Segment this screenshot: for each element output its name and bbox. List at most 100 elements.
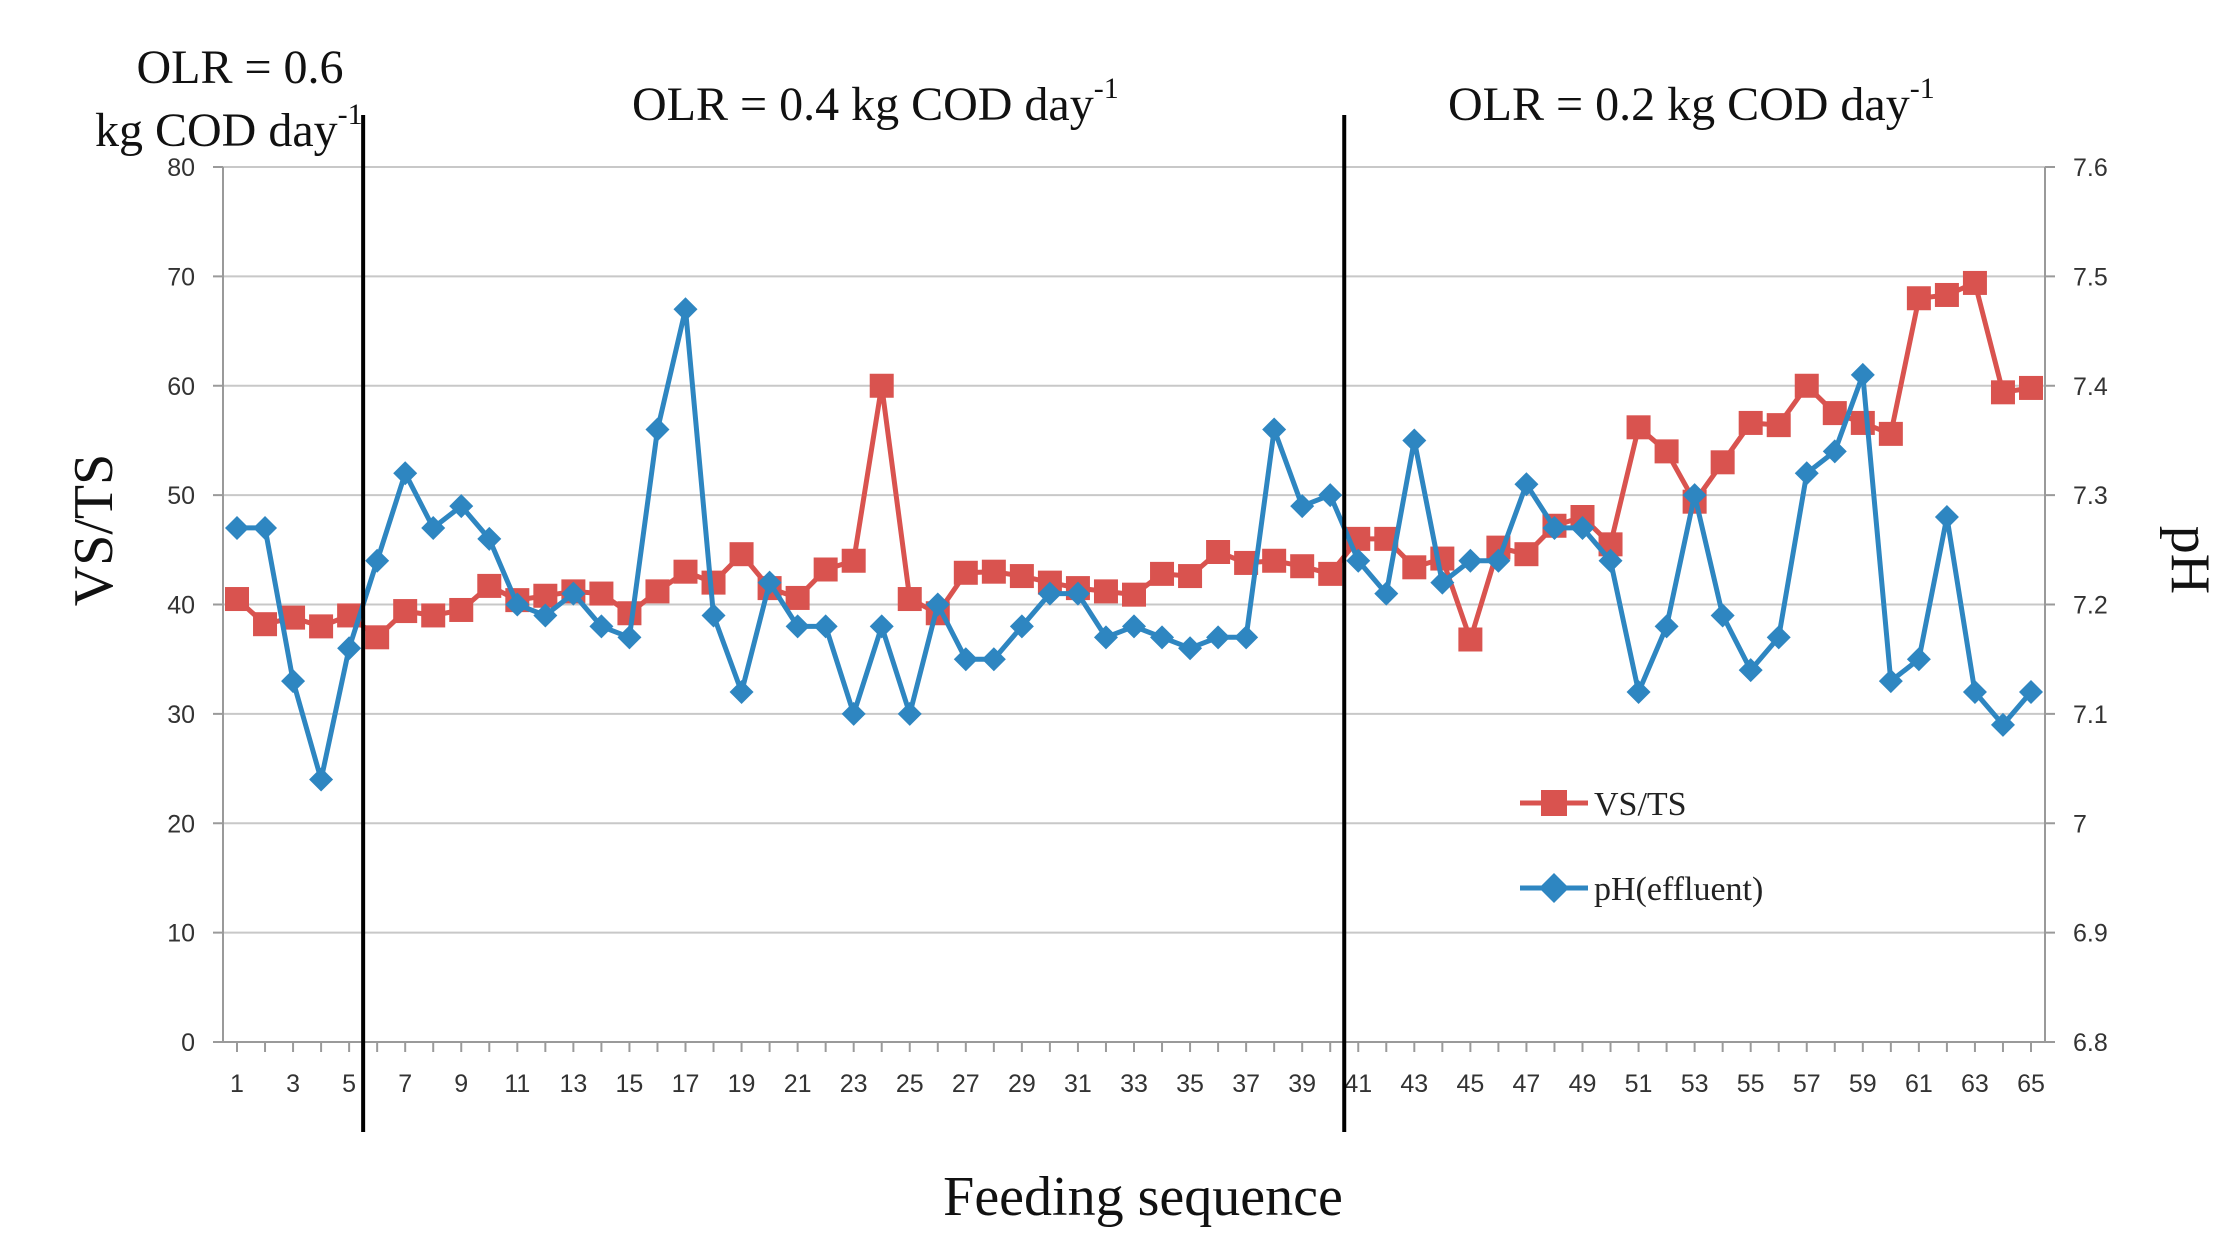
x-tick-label: 1 [230,1070,244,1098]
ph-point [561,581,586,606]
ph-point [1486,548,1511,573]
ph-point [1093,625,1118,650]
legend: VS/TS pH(effluent) [1520,786,1763,908]
vsts-point [1794,373,1819,398]
ph-point [1374,581,1399,606]
right-tick-label: 7.4 [2073,373,2108,401]
ph-point [981,647,1006,672]
vsts-point [1178,564,1203,589]
ph-point [1878,669,1903,694]
x-tick-label: 45 [1456,1070,1484,1098]
ph-point [1794,461,1819,486]
ph-point [1402,428,1427,453]
left-tick-label: 80 [167,154,195,182]
ph-point [1934,505,1959,529]
vsts-point [449,597,474,622]
vsts-point [253,612,278,637]
x-tick-label: 55 [1737,1070,1765,1098]
vsts-point [1766,413,1791,438]
annotation-phase-2-text: OLR = 0.4 kg COD day [632,78,1094,131]
vsts-point [1402,555,1427,580]
ph-point [1150,625,1175,650]
x-tick-label: 33 [1120,1070,1148,1098]
ph-point [1990,712,2015,737]
x-tick-label: 51 [1625,1070,1653,1098]
left-axis-title: VS/TS [63,454,125,607]
vsts-point [393,599,418,624]
annotation-phase-1-line2-text: kg COD day [95,104,338,157]
vsts-point [673,559,698,584]
annotation-phase-3: OLR = 0.2 kg COD day-1 [1448,72,1935,131]
vsts-point [1738,410,1763,435]
annotation-phase-1-line1: OLR = 0.6 [136,41,343,94]
annotation-phase-1-line2: kg COD day-1 [95,98,363,157]
vsts-point [1906,286,1931,311]
left-tick-label: 50 [167,482,195,510]
vsts-point [1093,579,1118,604]
ph-point [645,417,670,442]
ph-point [813,614,838,639]
ph-point [1430,570,1455,595]
ph-point [1009,614,1034,639]
ph-point [1654,614,1679,639]
x-tick-label: 31 [1064,1070,1092,1098]
x-tick-label: 17 [672,1070,700,1098]
x-tick-label: 5 [342,1070,356,1098]
x-tick-label: 49 [1569,1070,1597,1098]
ph-point [1570,515,1595,540]
x-tick-label: 53 [1681,1070,1709,1098]
ph-point [1710,603,1735,628]
annotation-phase-2-superscript: -1 [1094,72,1119,105]
x-tick-label: 27 [952,1070,980,1098]
ph-point [729,680,754,704]
right-tick-label: 7 [2073,810,2087,838]
vsts-point [1009,564,1034,589]
ph-point [1514,472,1539,497]
right-tick-label: 7.5 [2073,263,2108,291]
left-y-axis-ticks: 0 10 20 30 40 50 60 70 80 [167,154,195,1057]
vsts-point [225,587,249,612]
ph-point [869,614,894,639]
ph-point [505,592,530,617]
vsts-point [953,560,978,585]
vsts-point [589,581,614,606]
vsts-point [1206,540,1231,564]
vsts-point [813,557,838,582]
ph-point [1822,439,1847,464]
ph-point [1458,548,1483,573]
ph-point [309,767,334,792]
left-tick-label: 60 [167,373,195,401]
ph-point [673,297,698,322]
vsts-point [1822,401,1847,426]
ph-point [1626,680,1651,704]
ph-point [1318,483,1343,508]
legend-ph-marker [1539,873,1569,903]
x-tick-label: 41 [1344,1070,1372,1098]
ph-point [337,636,362,661]
ph-point [1598,548,1623,573]
vsts-point [981,559,1006,584]
vsts-point [1150,561,1175,586]
x-tick-label: 63 [1961,1070,1989,1098]
vsts-point [729,542,754,567]
series [225,270,2043,792]
left-tick-label: 40 [167,592,195,620]
left-tick-label: 70 [167,263,195,291]
vsts-point [841,548,866,573]
vsts-point [2019,375,2043,400]
ph-point [1850,362,1875,387]
ph-point [925,592,950,617]
ph-point [897,701,922,726]
x-tick-label: 15 [616,1070,644,1098]
x-tick-label: 35 [1176,1070,1204,1098]
ph-point [365,548,390,573]
ph-point [1122,614,1146,639]
annotation-phase-1-superscript: -1 [338,98,363,131]
left-tick-label: 20 [167,810,195,838]
vsts-point [897,587,922,612]
vsts-point [1458,627,1483,652]
x-tick-label: 19 [728,1070,756,1098]
ph-point [785,614,810,639]
right-tick-label: 7.3 [2073,482,2108,510]
